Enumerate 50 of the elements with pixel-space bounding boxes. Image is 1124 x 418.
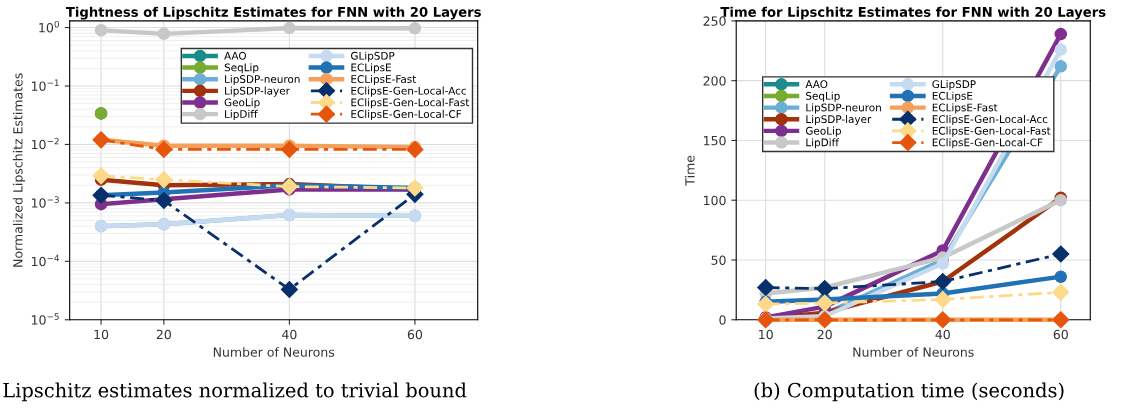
legend-label: ECLipsE bbox=[932, 91, 973, 102]
x-tick-label: 60 bbox=[407, 329, 423, 340]
legend-label: EClipsE-Gen-Local-Fast bbox=[932, 126, 1051, 137]
y-axis-title: Time bbox=[684, 155, 695, 186]
legend-label: GeoLip bbox=[805, 126, 841, 137]
x-tick-label: 20 bbox=[817, 329, 832, 340]
y-tick-label: 0 bbox=[719, 315, 726, 325]
y-tick-label: 10$^{−5}$ bbox=[31, 313, 59, 325]
legend-label: ECLipsE-Fast bbox=[351, 74, 417, 86]
legend-label: LipSDP-neuron bbox=[806, 103, 881, 114]
legend-label: SeqLip bbox=[224, 63, 259, 74]
y-tick-label: 10$^{−4}$ bbox=[31, 254, 60, 267]
legend-label: LipSDP-neuron bbox=[225, 74, 300, 86]
x-tick-label: 20 bbox=[156, 329, 171, 340]
y-tick-label: 150 bbox=[704, 135, 726, 146]
legend-label: GLipSDP bbox=[932, 80, 976, 91]
legend-label: AAO bbox=[224, 51, 247, 60]
y-tick-label: 10$^{−2}$ bbox=[31, 137, 59, 150]
legend-label: ECLipsE bbox=[351, 63, 391, 74]
legend-label: LipSDP-layer bbox=[806, 114, 872, 126]
legend-label: LipDiff bbox=[225, 109, 258, 120]
legend-label: ECLipsE-Fast bbox=[932, 103, 998, 114]
y-tick-label: 50 bbox=[711, 255, 726, 265]
legend-label: GeoLip bbox=[224, 98, 260, 109]
y-tick-label: 200 bbox=[703, 76, 726, 86]
legend-label: LipSDP-layer bbox=[225, 86, 290, 97]
legend-label: SeqLip bbox=[806, 91, 840, 102]
x-tick-label: 10 bbox=[94, 329, 109, 340]
y-tick-label: 100 bbox=[704, 195, 726, 206]
legend-label: EClipsE-Gen-Local-Acc bbox=[932, 114, 1048, 126]
chart-title: Tightness of Lipschitz Estimates for FNN with 20 Layers bbox=[65, 6, 481, 20]
legend-label: EClipsE-Gen-Local-Acc bbox=[351, 86, 466, 97]
legend-label: EClipsE-Gen-Local-Fast bbox=[351, 98, 470, 109]
text: (b) Computation time (seconds) bbox=[754, 382, 1064, 402]
y-axis-title: Normalized Lipschitz Estimates bbox=[12, 73, 26, 267]
x-axis-title: Number of Neurons bbox=[213, 347, 335, 357]
legend-label: LipDiff bbox=[806, 138, 840, 149]
y-tick-label: 10$^{−3}$ bbox=[31, 196, 59, 208]
x-tick-label: 60 bbox=[1053, 329, 1068, 340]
text: Lipschitz estimates normalized to trivial bound bbox=[3, 382, 467, 402]
x-axis-title: Number of Neurons bbox=[853, 347, 974, 357]
legend-label: GLipSDP bbox=[351, 51, 395, 62]
x-tick-label: 40 bbox=[282, 329, 297, 340]
x-tick-label: 40 bbox=[935, 329, 950, 340]
legend-label: EClipsE-Gen-Local-CF bbox=[932, 138, 1043, 149]
y-tick-label: 10$^{0}$ bbox=[39, 20, 59, 33]
y-tick-label: 10$^{−1}$ bbox=[31, 79, 59, 91]
legend-label: EClipsE-Gen-Local-CF bbox=[351, 109, 462, 120]
x-tick-label: 10 bbox=[759, 329, 773, 340]
legend-label: AAO bbox=[805, 80, 828, 89]
